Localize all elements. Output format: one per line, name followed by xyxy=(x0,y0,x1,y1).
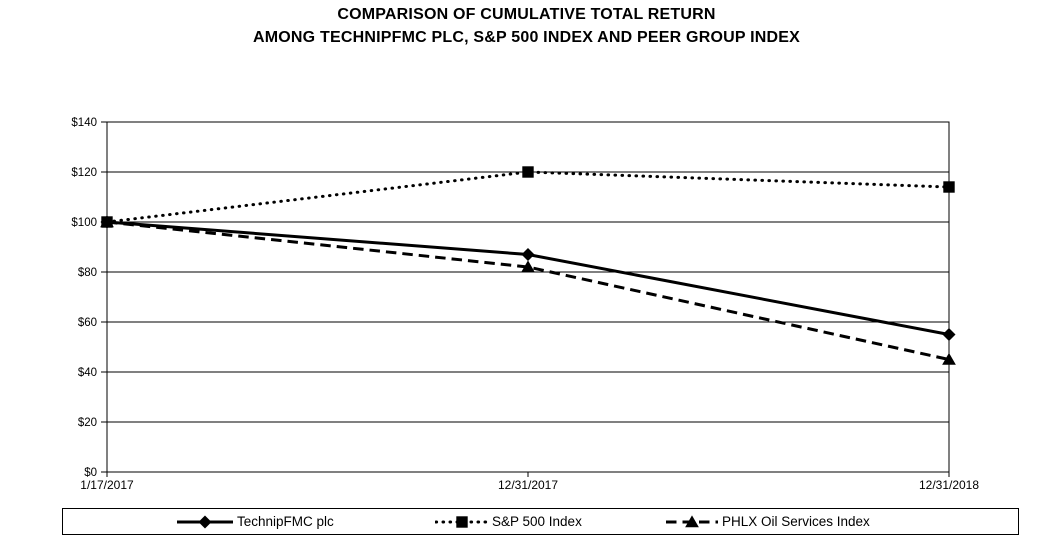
series-phlx-oil-services-index xyxy=(100,215,956,365)
series-line xyxy=(105,170,951,224)
y-axis-tick-label: $40 xyxy=(78,367,97,379)
legend-item-phlx-oil-services-index: PHLX Oil Services Index xyxy=(665,509,870,534)
series-line xyxy=(106,220,950,336)
chart-title-line2: AMONG TECHNIPFMC PLC, S&P 500 INDEX AND … xyxy=(253,29,800,46)
dashed-triangle-line-sample-icon xyxy=(666,514,718,527)
chart-title: COMPARISON OF CUMULATIVE TOTAL RETURN AM… xyxy=(0,3,1053,49)
series-s-p-500-index xyxy=(101,166,955,228)
y-axis-tick-label: $120 xyxy=(71,167,97,179)
legend-sample-marker xyxy=(198,514,212,529)
solid-diamond-line-sample-icon xyxy=(177,514,233,529)
dotted-square-line-sample-icon xyxy=(435,515,489,528)
y-axis-tick-label: $60 xyxy=(78,317,97,329)
legend-sample-line xyxy=(666,514,718,527)
legend-sample-marker xyxy=(456,515,468,528)
series-line xyxy=(106,220,950,361)
data-marker xyxy=(100,215,114,228)
chart-title-line1: COMPARISON OF CUMULATIVE TOTAL RETURN xyxy=(337,6,716,23)
y-axis-tick-label: $20 xyxy=(78,417,97,429)
data-marker xyxy=(522,166,534,178)
y-axis-tick-label: $140 xyxy=(71,117,97,129)
legend-box: TechnipFMC plc S&P 500 Index PHLX Oil Se… xyxy=(62,508,1019,535)
legend-label: PHLX Oil Services Index xyxy=(722,514,870,529)
y-axis-tick-label: $0 xyxy=(84,467,97,479)
data-marker xyxy=(942,327,956,342)
data-marker xyxy=(521,260,535,273)
legend-item-sp-500-index: S&P 500 Index xyxy=(435,509,582,534)
legend-label: TechnipFMC plc xyxy=(237,514,334,529)
data-marker xyxy=(943,181,955,193)
data-marker xyxy=(521,247,535,262)
y-axis-tick-label: $100 xyxy=(71,217,97,229)
x-axis-tick-label: 12/31/2017 xyxy=(498,478,558,492)
legend-item-technipfmc-plc: TechnipFMC plc xyxy=(176,509,334,534)
legend-sample-marker xyxy=(685,514,699,527)
legend-sample-line xyxy=(435,515,489,528)
legend-label: S&P 500 Index xyxy=(492,514,582,529)
legend-sample-line xyxy=(177,514,233,529)
x-axis-tick-label: 12/31/2018 xyxy=(919,478,979,492)
y-axis-tick-label: $80 xyxy=(78,267,97,279)
x-axis-tick-label: 1/17/2017 xyxy=(80,478,134,492)
data-marker xyxy=(942,352,956,365)
axis-labels: $0 $20 $40 $60 $80 $100 $120 $140 1/17/2017 12/31… xyxy=(71,117,979,492)
